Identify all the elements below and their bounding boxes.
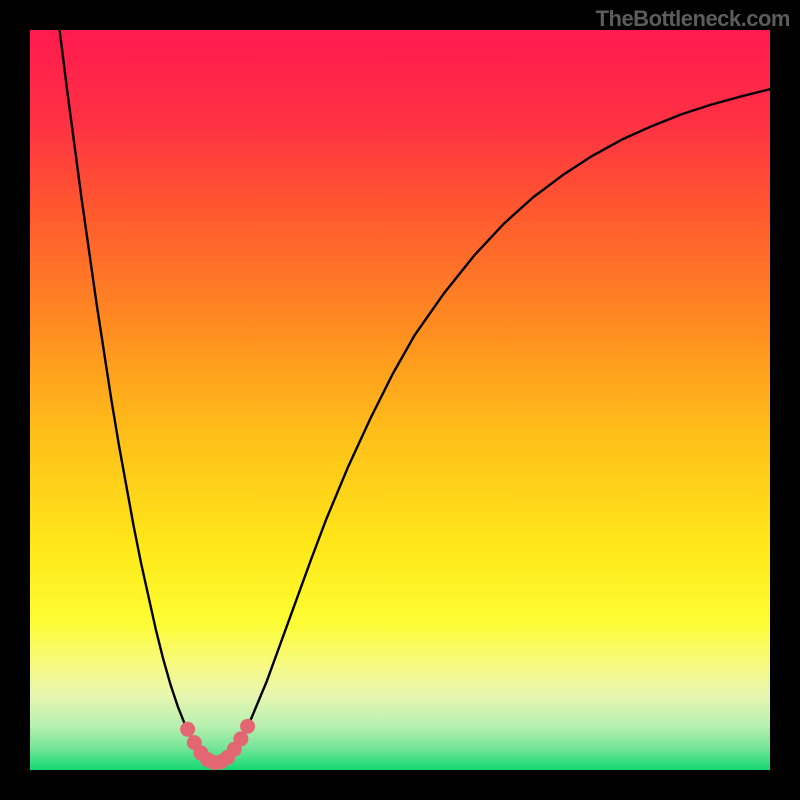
chart-container: TheBottleneck.com (0, 0, 800, 800)
chart-background (30, 30, 770, 770)
bottleneck-chart (0, 0, 800, 800)
watermark-label: TheBottleneck.com (596, 6, 790, 32)
curve-marker (180, 722, 195, 737)
curve-marker (240, 719, 255, 734)
